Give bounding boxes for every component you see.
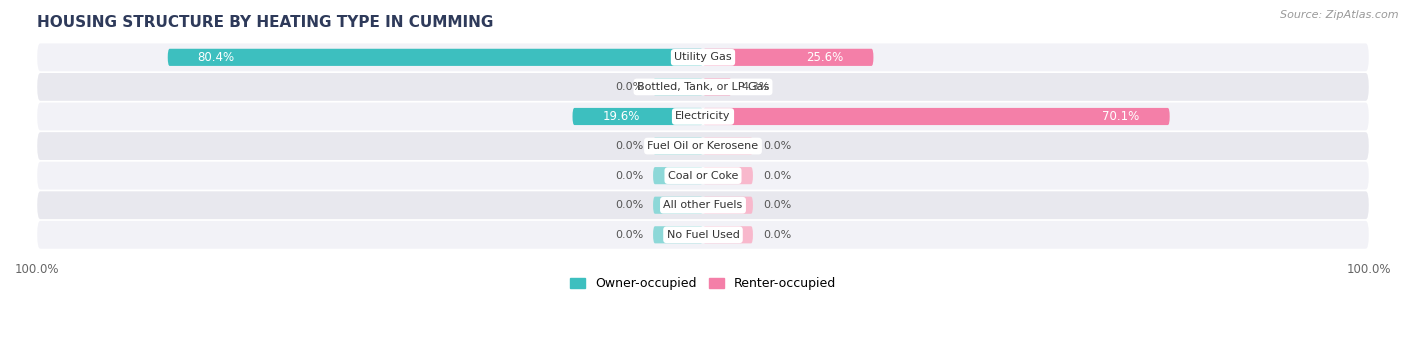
- FancyBboxPatch shape: [703, 49, 873, 66]
- Text: 0.0%: 0.0%: [763, 141, 792, 151]
- Text: HOUSING STRUCTURE BY HEATING TYPE IN CUMMING: HOUSING STRUCTURE BY HEATING TYPE IN CUM…: [37, 15, 494, 30]
- Text: 0.0%: 0.0%: [614, 230, 643, 240]
- FancyBboxPatch shape: [703, 108, 1170, 125]
- Text: 0.0%: 0.0%: [614, 82, 643, 92]
- FancyBboxPatch shape: [572, 108, 703, 125]
- FancyBboxPatch shape: [703, 226, 754, 243]
- FancyBboxPatch shape: [703, 137, 754, 155]
- FancyBboxPatch shape: [37, 132, 1369, 160]
- FancyBboxPatch shape: [652, 226, 703, 243]
- FancyBboxPatch shape: [703, 167, 754, 184]
- Text: 0.0%: 0.0%: [763, 230, 792, 240]
- FancyBboxPatch shape: [37, 162, 1369, 190]
- Text: All other Fuels: All other Fuels: [664, 200, 742, 210]
- Text: 25.6%: 25.6%: [806, 51, 844, 64]
- FancyBboxPatch shape: [37, 103, 1369, 130]
- FancyBboxPatch shape: [703, 197, 754, 214]
- Text: 0.0%: 0.0%: [763, 170, 792, 181]
- Text: 80.4%: 80.4%: [198, 51, 235, 64]
- Text: Bottled, Tank, or LP Gas: Bottled, Tank, or LP Gas: [637, 82, 769, 92]
- Text: Utility Gas: Utility Gas: [675, 52, 731, 62]
- FancyBboxPatch shape: [652, 78, 703, 95]
- FancyBboxPatch shape: [652, 197, 703, 214]
- FancyBboxPatch shape: [703, 78, 731, 95]
- FancyBboxPatch shape: [37, 73, 1369, 101]
- FancyBboxPatch shape: [37, 221, 1369, 249]
- Text: 0.0%: 0.0%: [614, 170, 643, 181]
- Text: Source: ZipAtlas.com: Source: ZipAtlas.com: [1281, 10, 1399, 20]
- FancyBboxPatch shape: [652, 137, 703, 155]
- Text: 0.0%: 0.0%: [614, 200, 643, 210]
- FancyBboxPatch shape: [37, 191, 1369, 219]
- Text: 0.0%: 0.0%: [614, 141, 643, 151]
- Text: 19.6%: 19.6%: [603, 110, 640, 123]
- Text: No Fuel Used: No Fuel Used: [666, 230, 740, 240]
- Text: Fuel Oil or Kerosene: Fuel Oil or Kerosene: [647, 141, 759, 151]
- FancyBboxPatch shape: [652, 167, 703, 184]
- Text: Coal or Coke: Coal or Coke: [668, 170, 738, 181]
- Text: Electricity: Electricity: [675, 112, 731, 121]
- Text: 70.1%: 70.1%: [1102, 110, 1140, 123]
- Text: 4.3%: 4.3%: [741, 82, 770, 92]
- Text: 0.0%: 0.0%: [763, 200, 792, 210]
- Legend: Owner-occupied, Renter-occupied: Owner-occupied, Renter-occupied: [565, 272, 841, 295]
- FancyBboxPatch shape: [37, 43, 1369, 71]
- FancyBboxPatch shape: [167, 49, 703, 66]
